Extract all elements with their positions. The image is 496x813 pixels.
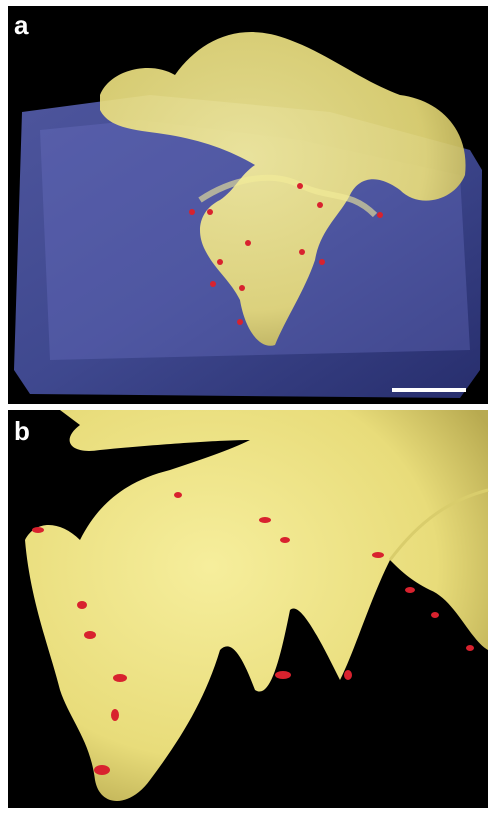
panel-label: b (14, 416, 30, 446)
panel-label: a (14, 10, 29, 40)
panel-a: a (8, 6, 488, 404)
figure: a b (0, 0, 496, 813)
panel-b: b (8, 410, 488, 808)
page: a b (() => { const data = JSON.parse(doc… (0, 0, 496, 813)
